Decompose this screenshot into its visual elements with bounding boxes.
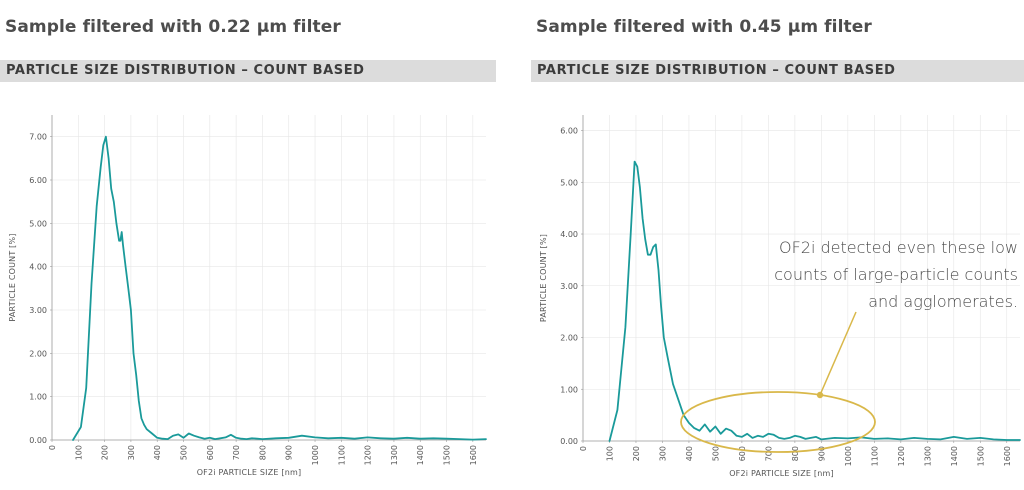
x-tick-label: 1500 xyxy=(976,446,985,466)
panel-subheading: PARTICLE SIZE DISTRIBUTION – COUNT BASED xyxy=(6,63,365,78)
y-tick-label: 5.00 xyxy=(560,178,578,187)
x-tick-label: 0 xyxy=(48,445,57,450)
x-tick-label: 300 xyxy=(127,445,136,460)
x-tick-label: 1400 xyxy=(950,446,959,466)
y-tick-label: 3.00 xyxy=(560,282,578,291)
x-tick-label: 800 xyxy=(791,446,800,461)
panel-heading: Sample filtered with 0.22 µm filter xyxy=(5,17,341,37)
y-tick-label: 3.00 xyxy=(29,306,47,315)
x-tick-label: 100 xyxy=(74,445,83,460)
right-panel: Sample filtered with 0.45 µm filter PART… xyxy=(531,0,1024,490)
x-tick-label: 1000 xyxy=(844,446,853,466)
highlight-ellipse xyxy=(680,391,876,453)
y-tick-label: 2.00 xyxy=(560,334,578,343)
callout-line xyxy=(819,311,857,396)
x-tick-label: 1600 xyxy=(469,445,478,465)
y-tick-label: 6.00 xyxy=(560,127,578,136)
x-tick-label: 700 xyxy=(764,446,773,461)
particle-size-chart-022: 0.00 1.00 2.00 3.00 4.00 5.00 6.00 7.00 0 100 200 3… xyxy=(8,115,487,477)
annotation-line: and agglomerates. xyxy=(868,292,1018,311)
x-tick-label: 0 xyxy=(579,446,588,451)
y-axis-label: PARTICLE COUNT [%] xyxy=(539,234,548,322)
x-tick-label: 1100 xyxy=(337,445,346,465)
x-axis-label: OF2i PARTICLE SIZE [nm] xyxy=(197,468,302,477)
x-tick-label: 900 xyxy=(285,445,294,460)
series-line xyxy=(608,160,1021,442)
left-panel: Sample filtered with 0.22 µm filter PART… xyxy=(0,0,496,490)
y-tick-label: 2.00 xyxy=(29,349,47,358)
x-tick-label: 500 xyxy=(711,446,720,461)
x-tick-label: 400 xyxy=(153,445,162,460)
x-tick-label: 200 xyxy=(101,445,110,460)
x-tick-label: 1500 xyxy=(443,445,452,465)
panel-heading: Sample filtered with 0.45 µm filter xyxy=(536,17,872,37)
x-tick-label: 1100 xyxy=(870,446,879,466)
annotation-line: counts of large-particle counts xyxy=(774,265,1018,284)
x-tick-label: 400 xyxy=(685,446,694,461)
annotation-text: OF2i detected even these low counts of l… xyxy=(728,234,1018,315)
panel-subheading-bar: PARTICLE SIZE DISTRIBUTION – COUNT BASED xyxy=(0,60,496,82)
y-tick-label: 1.00 xyxy=(560,385,578,394)
x-tick-label: 1600 xyxy=(1003,446,1012,466)
x-tick-label: 500 xyxy=(180,445,189,460)
x-tick-label: 1200 xyxy=(897,446,906,466)
x-tick-label: 300 xyxy=(658,446,667,461)
y-tick-label: 0.00 xyxy=(560,437,578,446)
y-tick-label: 5.00 xyxy=(29,219,47,228)
x-tick-label: 600 xyxy=(206,445,215,460)
particle-size-chart-045: 0.00 1.00 2.00 3.00 4.00 5.00 6.00 0 100 200 300 40… xyxy=(539,115,1021,478)
y-tick-label: 4.00 xyxy=(29,263,47,272)
y-tick-label: 7.00 xyxy=(29,133,47,142)
x-tick-label: 600 xyxy=(738,446,747,461)
x-tick-label: 1300 xyxy=(923,446,932,466)
annotation-line: OF2i detected even these low xyxy=(778,238,1018,257)
y-tick-label: 0.00 xyxy=(29,436,47,445)
x-tick-label: 800 xyxy=(258,445,267,460)
x-tick-label: 1000 xyxy=(311,445,320,465)
x-tick-label: 1300 xyxy=(390,445,399,465)
panel-subheading: PARTICLE SIZE DISTRIBUTION – COUNT BASED xyxy=(537,63,896,78)
y-axis-label: PARTICLE COUNT [%] xyxy=(8,233,17,321)
x-tick-label: 100 xyxy=(605,446,614,461)
x-tick-label: 700 xyxy=(232,445,241,460)
callout-dot xyxy=(816,391,824,399)
panel-subheading-bar: PARTICLE SIZE DISTRIBUTION – COUNT BASED xyxy=(531,60,1024,82)
x-axis-label: OF2i PARTICLE SIZE [nm] xyxy=(729,469,834,478)
y-tick-label: 6.00 xyxy=(29,176,47,185)
y-tick-label: 4.00 xyxy=(560,230,578,239)
x-tick-label: 1400 xyxy=(416,445,425,465)
series-line xyxy=(72,135,487,441)
x-tick-label: 1200 xyxy=(364,445,373,465)
x-tick-label: 900 xyxy=(817,446,826,461)
x-tick-label: 200 xyxy=(632,446,641,461)
y-tick-label: 1.00 xyxy=(29,393,47,402)
